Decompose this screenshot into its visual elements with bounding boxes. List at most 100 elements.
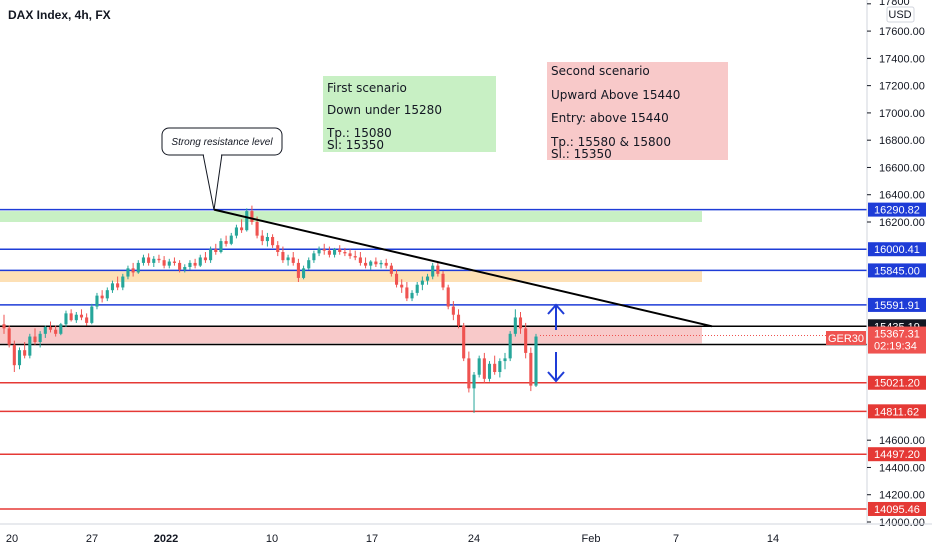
candle [250, 205, 254, 225]
zone-supply[interactable] [0, 271, 702, 282]
price-tick-label: 16600.00 [879, 162, 925, 174]
candle [28, 333, 32, 359]
candle [498, 358, 502, 378]
candle [312, 250, 316, 263]
candle-body [48, 327, 53, 330]
candle-body [110, 283, 115, 291]
descending-trendline[interactable] [213, 208, 713, 328]
callout-text: Strong resistance level [171, 137, 273, 148]
second-scenario-line2: Entry: above 15440 [551, 111, 669, 125]
candle [379, 260, 383, 269]
time-tick-label: 10 [266, 533, 278, 545]
time-axis-ticks: 20 27 2022 10 17 24 Feb 7 14 [6, 533, 779, 545]
candle-body [296, 262, 300, 278]
price-tag-box [868, 242, 926, 257]
price-tag[interactable]: 14811.62 [868, 404, 926, 419]
candle-body [162, 260, 166, 266]
first-scenario-line2: Tp.: 15080 [326, 126, 392, 140]
candle [529, 347, 533, 392]
chart-title: DAX Index, 4h, FX [8, 8, 111, 22]
candle-body [369, 261, 373, 266]
price-tag[interactable]: 14095.46 [868, 501, 926, 516]
candle-body [286, 257, 290, 261]
candle-body [136, 262, 140, 273]
candle [415, 282, 419, 296]
candle-body [358, 257, 362, 263]
price-tick-label: 14000.00 [879, 517, 925, 529]
candle-body [28, 336, 32, 356]
price-tick-label: 16400.00 [879, 190, 925, 202]
price-tick-label: 17600.00 [879, 26, 925, 38]
candle-body [498, 361, 502, 372]
price-tags: 16290.8216000.4115845.0015591.9115435.19… [868, 202, 926, 516]
first-scenario-box[interactable]: First scenario Down under 15280 Tp.: 150… [323, 76, 496, 152]
candle [33, 328, 37, 345]
candle [64, 310, 68, 327]
symbol-badge[interactable]: GER30 [826, 331, 866, 345]
price-tag[interactable]: 14497.20 [868, 447, 926, 462]
price-tick-label: 14600.00 [879, 435, 925, 447]
candle-body [379, 262, 383, 265]
candle-body [219, 241, 223, 252]
price-tag-label: 14811.62 [874, 406, 919, 418]
price-tag[interactable]: 15591.91 [868, 297, 926, 312]
zone-range[interactable] [0, 326, 702, 344]
candle [260, 230, 264, 246]
candle-body [198, 257, 202, 266]
candle-body [271, 237, 275, 246]
candle-body [312, 253, 316, 261]
resistance-callout[interactable]: Strong resistance level [161, 127, 283, 211]
candle [369, 260, 373, 270]
down-arrow[interactable] [547, 352, 565, 383]
candle-body [240, 227, 244, 231]
candle [286, 254, 290, 266]
candle [2, 314, 6, 334]
candle-body [436, 265, 440, 274]
second-scenario-line1: Upward Above 15440 [551, 88, 680, 102]
drawings-layer [213, 208, 713, 383]
candle [198, 254, 202, 267]
candle [7, 325, 11, 348]
candle-body [100, 295, 104, 299]
candle [467, 351, 471, 393]
candle [477, 355, 481, 378]
time-tick-label: 17 [366, 533, 378, 545]
candle [100, 290, 104, 303]
candle-body [322, 249, 326, 251]
price-tag[interactable]: 16290.82 [868, 202, 926, 217]
candle [348, 249, 352, 259]
candle-body [2, 324, 6, 329]
candle [508, 331, 512, 362]
countdown-label: 02:19:34 [874, 341, 917, 353]
candle-body [209, 249, 213, 261]
zone-resistance[interactable] [0, 211, 702, 222]
candle-body [79, 314, 84, 318]
candle [534, 333, 538, 387]
time-tick-label: 20 [6, 533, 18, 545]
candle-body [203, 257, 207, 261]
second-scenario-box[interactable]: Second scenario Upward Above 15440 Entry… [547, 62, 728, 161]
candle [338, 245, 342, 255]
price-tick-label: 17800 [879, 0, 910, 8]
candle [446, 284, 450, 310]
currency-button[interactable]: USD [886, 6, 915, 23]
candle [296, 258, 300, 282]
candle-body [364, 262, 368, 266]
candle-body [338, 249, 342, 252]
price-tag[interactable]: 15845.00 [868, 263, 926, 278]
up-arrow[interactable] [547, 303, 565, 330]
price-tag[interactable]: 16000.41 [868, 242, 926, 257]
candle-body [431, 265, 435, 277]
candle-body [214, 249, 218, 252]
price-tag[interactable]: 15021.20 [868, 375, 926, 390]
candle-body [265, 237, 269, 242]
candle-body [147, 257, 151, 263]
symbol-badge-label: GER30 [828, 333, 864, 345]
price-tag-box [868, 202, 926, 217]
candle-body [38, 333, 42, 342]
candle [234, 224, 238, 239]
candle-body [54, 329, 58, 334]
price-tag-label: 15591.91 [874, 300, 920, 312]
